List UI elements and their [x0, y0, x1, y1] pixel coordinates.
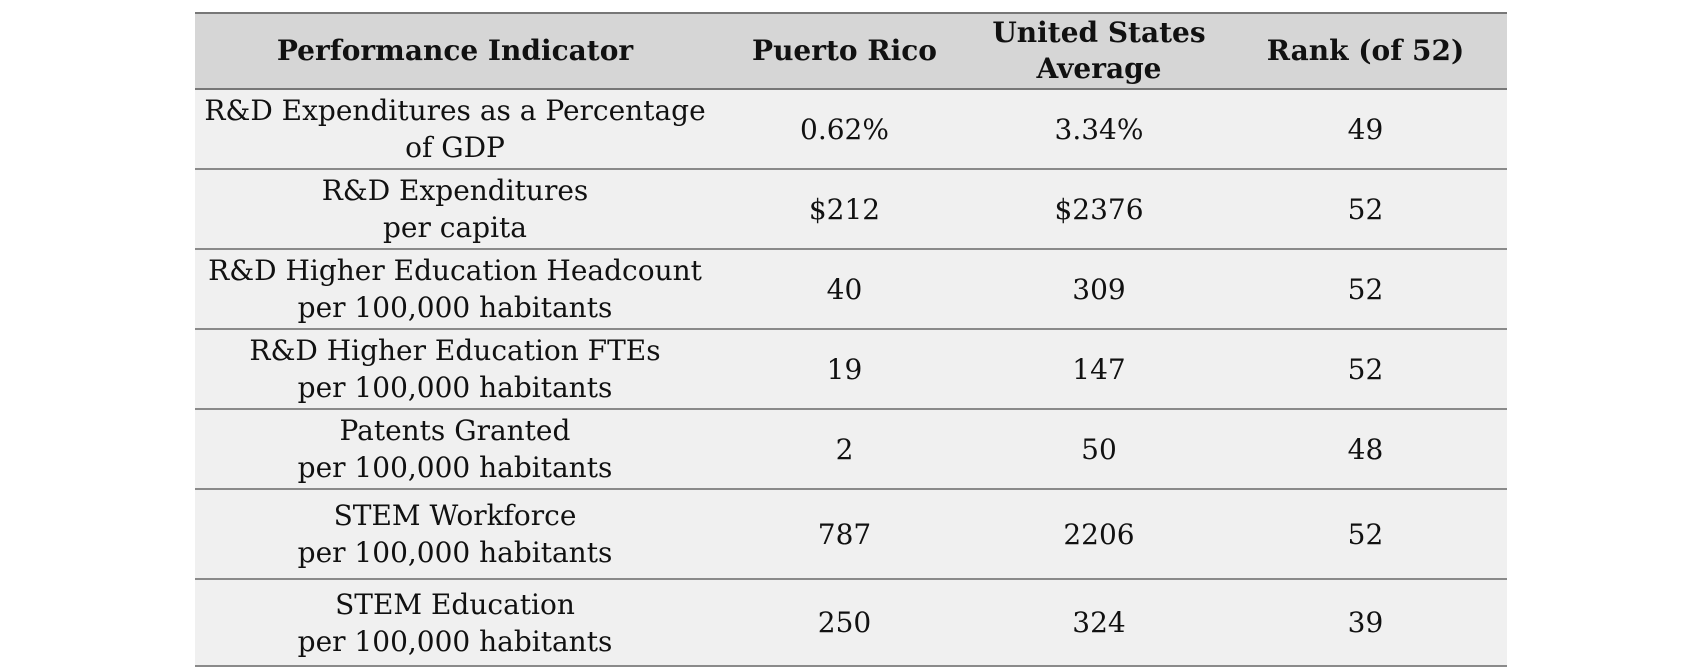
indicator-line1: Patents Granted — [339, 414, 571, 447]
indicator-line2: per 100,000 habitants — [297, 291, 613, 324]
indicator-line1: R&D Expenditures as a Percentage — [204, 94, 706, 127]
indicator-line1: R&D Higher Education FTEs — [249, 334, 661, 367]
performance-table: Performance Indicator Puerto Rico United… — [195, 12, 1507, 667]
puerto-rico-cell: 2 — [715, 409, 974, 490]
indicator-cell: R&D Expenditures per capita — [195, 169, 715, 250]
rank-cell: 48 — [1224, 409, 1507, 490]
table-row: STEM Workforce per 100,000 habitants 787… — [195, 489, 1507, 580]
column-header-us-average-line1: United States — [992, 16, 1206, 49]
indicator-line1: STEM Workforce — [333, 499, 577, 532]
us-average-cell: 309 — [974, 249, 1224, 330]
header-row: Performance Indicator Puerto Rico United… — [195, 12, 1507, 90]
table-row: STEM Education per 100,000 habitants 250… — [195, 579, 1507, 667]
rank-cell: 52 — [1224, 329, 1507, 410]
table-row: R&D Higher Education FTEs per 100,000 ha… — [195, 329, 1507, 410]
table-header: Performance Indicator Puerto Rico United… — [195, 12, 1507, 90]
rank-cell: 52 — [1224, 249, 1507, 330]
puerto-rico-cell: $212 — [715, 169, 974, 250]
rank-cell: 49 — [1224, 89, 1507, 170]
puerto-rico-cell: 787 — [715, 489, 974, 580]
puerto-rico-cell: 19 — [715, 329, 974, 410]
table-row: R&D Expenditures as a Percentage of GDP … — [195, 89, 1507, 170]
table-body: R&D Expenditures as a Percentage of GDP … — [195, 89, 1507, 667]
indicator-cell: STEM Workforce per 100,000 habitants — [195, 489, 715, 580]
indicator-line2: per 100,000 habitants — [297, 536, 613, 569]
us-average-cell: 147 — [974, 329, 1224, 410]
us-average-cell: 324 — [974, 579, 1224, 667]
indicator-cell: R&D Higher Education FTEs per 100,000 ha… — [195, 329, 715, 410]
column-header-rank: Rank (of 52) — [1224, 12, 1507, 90]
us-average-cell: 2206 — [974, 489, 1224, 580]
indicator-line2: per capita — [383, 211, 527, 244]
column-header-indicator: Performance Indicator — [195, 12, 715, 90]
puerto-rico-cell: 0.62% — [715, 89, 974, 170]
column-header-us-average-line2: Average — [1036, 52, 1162, 85]
rank-cell: 52 — [1224, 169, 1507, 250]
us-average-cell: $2376 — [974, 169, 1224, 250]
table-row: R&D Higher Education Headcount per 100,0… — [195, 249, 1507, 330]
indicator-line1: R&D Expenditures — [321, 174, 589, 207]
indicator-line1: STEM Education — [335, 587, 575, 621]
puerto-rico-cell: 250 — [715, 579, 974, 667]
table-row: R&D Expenditures per capita $212 $2376 5… — [195, 169, 1507, 250]
rank-cell: 39 — [1224, 579, 1507, 667]
us-average-cell: 3.34% — [974, 89, 1224, 170]
column-header-puerto-rico: Puerto Rico — [715, 12, 974, 90]
indicator-line2: per 100,000 habitants — [297, 371, 613, 404]
indicator-cell: R&D Higher Education Headcount per 100,0… — [195, 249, 715, 330]
indicator-line1: R&D Higher Education Headcount — [208, 254, 702, 287]
performance-table-container: Performance Indicator Puerto Rico United… — [195, 12, 1507, 667]
indicator-line2: per 100,000 habitants — [297, 451, 613, 484]
us-average-cell: 50 — [974, 409, 1224, 490]
table-row: Patents Granted per 100,000 habitants 2 … — [195, 409, 1507, 490]
column-header-us-average: United States Average — [974, 12, 1224, 90]
rank-cell: 52 — [1224, 489, 1507, 580]
puerto-rico-cell: 40 — [715, 249, 974, 330]
indicator-cell: STEM Education per 100,000 habitants — [195, 579, 715, 667]
indicator-cell: Patents Granted per 100,000 habitants — [195, 409, 715, 490]
indicator-cell: R&D Expenditures as a Percentage of GDP — [195, 89, 715, 170]
indicator-line2: of GDP — [405, 131, 505, 164]
indicator-line2: per 100,000 habitants — [297, 624, 613, 658]
